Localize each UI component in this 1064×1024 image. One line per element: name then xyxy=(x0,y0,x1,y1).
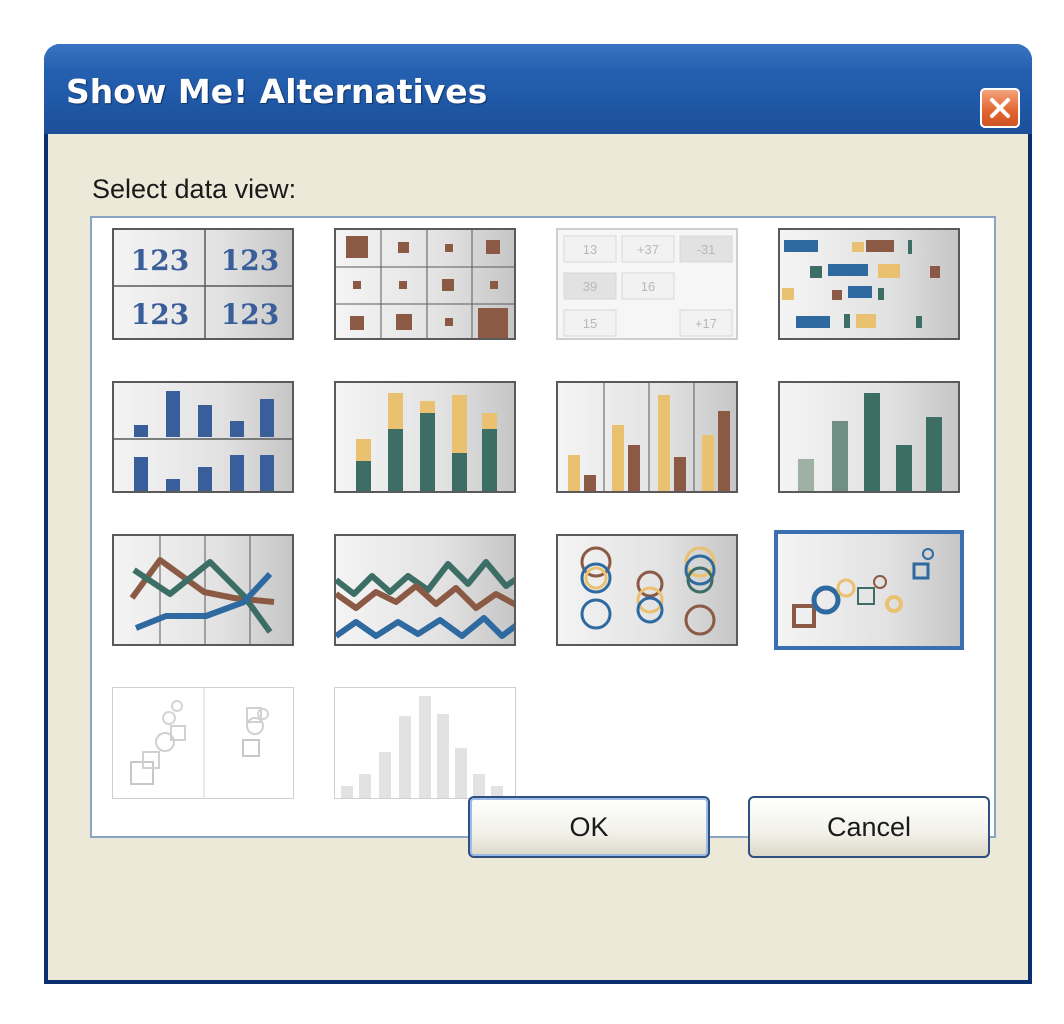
scatter-matrix-icon xyxy=(130,688,269,798)
text-table-cell: 123 xyxy=(131,298,189,331)
tile-circle-views[interactable] xyxy=(556,534,738,646)
circle-views-icon xyxy=(580,546,716,636)
tile-scatter-plot[interactable] xyxy=(774,530,964,650)
title-bar[interactable]: Show Me! Alternatives xyxy=(44,44,1032,134)
lines-continuous-icon xyxy=(336,559,514,639)
select-data-view-label: Select data view: xyxy=(92,174,297,204)
highlight-table-cell: 16 xyxy=(641,279,655,294)
cancel-button[interactable]: Cancel xyxy=(748,796,990,858)
highlight-table-cell: 39 xyxy=(583,279,597,294)
lines-discrete-icon xyxy=(129,536,275,644)
tile-lines-discrete[interactable] xyxy=(112,534,294,646)
text-table-cell: 123 xyxy=(131,244,189,277)
histogram-icon xyxy=(341,696,503,798)
tile-lines-continuous[interactable] xyxy=(334,534,516,646)
tile-highlight-table[interactable]: 13 +37 -31 39 16 15 +17 xyxy=(556,228,738,340)
highlight-table-icon: 13 +37 -31 39 16 15 +17 xyxy=(563,235,733,337)
tile-heat-map[interactable] xyxy=(334,228,516,340)
text-table-icon: 123 123 123 123 xyxy=(114,230,292,338)
tile-text-table[interactable]: 123 123 123 123 xyxy=(112,228,294,340)
grouped-bars-icon xyxy=(568,383,730,491)
tile-stacked-bars[interactable] xyxy=(334,381,516,493)
tile-scatter-matrix xyxy=(112,687,294,799)
tile-gantt-chart[interactable] xyxy=(778,228,960,340)
close-button[interactable] xyxy=(980,88,1020,128)
highlight-table-cell: +17 xyxy=(695,316,717,331)
side-by-side-bars-icon xyxy=(114,391,292,491)
tile-side-by-side-bars[interactable] xyxy=(112,381,294,493)
text-table-cell: 123 xyxy=(221,298,279,331)
highlight-table-cell: 13 xyxy=(583,242,597,257)
close-icon xyxy=(990,98,1010,118)
highlight-table-cell: 15 xyxy=(583,316,597,331)
dialog-window: Show Me! Alternatives Select data view: … xyxy=(44,44,1032,984)
simple-bars-icon xyxy=(798,393,942,491)
ok-button[interactable]: OK xyxy=(468,796,710,858)
highlight-table-cell: +37 xyxy=(637,242,659,257)
dialog-body: Select data view: 123 123 123 123 xyxy=(48,134,1028,980)
data-view-list: 123 123 123 123 xyxy=(90,216,996,838)
stacked-bars-icon xyxy=(356,393,497,491)
text-table-cell: 123 xyxy=(221,244,279,277)
heat-map-icon xyxy=(336,230,514,338)
tile-grouped-bars[interactable] xyxy=(556,381,738,493)
tile-simple-bars[interactable] xyxy=(778,381,960,493)
tile-histogram xyxy=(334,687,516,799)
highlight-table-cell: -31 xyxy=(697,242,716,257)
dialog-title: Show Me! Alternatives xyxy=(66,72,488,111)
scatter-plot-icon xyxy=(792,548,934,628)
gantt-chart-icon xyxy=(782,240,940,328)
